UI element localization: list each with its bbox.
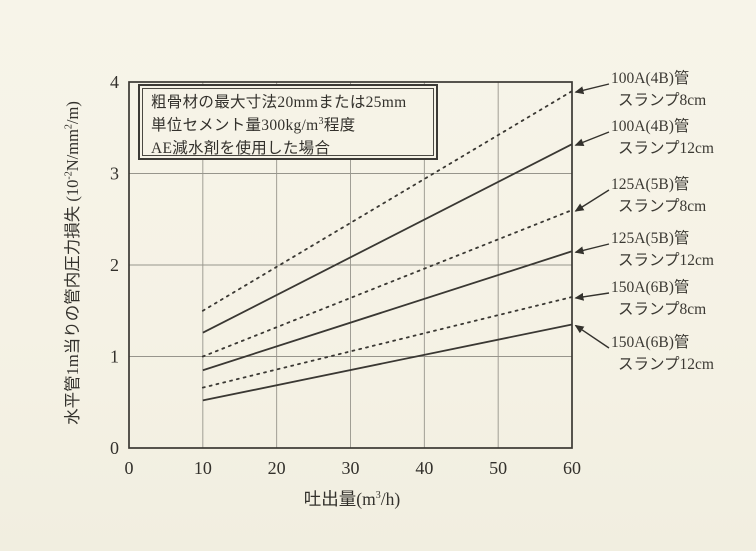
series-label-1: 100A(4B)管スランプ8cm [611,68,753,112]
condition-annotation-text: 粗骨材の最大寸法20mmまたは25mm 単位セメント量300kg/m3程度 AE減水… [142,88,434,157]
text-run: 程度 [323,117,356,134]
series-label-slump: スランプ12cm [618,140,714,157]
y-tick-label: 0 [110,438,119,458]
superscript-text: 3 [318,115,324,127]
x-tick-label: 0 [125,458,134,478]
text-run: 粗骨材の最大寸法20mmまたは25mm [151,94,407,111]
text-run: 吐出量(m [303,489,376,509]
text-run: /m) [63,101,82,125]
x-tick-label: 50 [489,458,507,478]
leader-arrow-3 [574,189,610,212]
leader-arrow-4 [574,243,610,255]
series-label-3: 125A(5B)管スランプ8cm [611,174,753,218]
annotation-line: 粗骨材の最大寸法20mmまたは25mm [151,91,425,114]
series-line-4 [202,250,573,372]
y-tick-label: 4 [110,72,119,92]
series-label-pipe-size: 125A(5B)管 [611,230,690,247]
series-label-slump: スランプ8cm [618,301,707,318]
series-label-4: 125A(5B)管スランプ12cm [611,228,753,272]
x-tick-label: 40 [415,458,433,478]
y-tick-label: 3 [110,164,119,184]
plot-frame [128,81,573,449]
text-run: AE減水剤を使用した場合 [151,140,331,157]
series-label-slump: スランプ12cm [618,252,714,269]
condition-annotation-box: 粗骨材の最大寸法20mmまたは25mm 単位セメント量300kg/m3程度 AE減水… [138,84,438,160]
series-label-6: 150A(6B)管スランプ12cm [611,332,753,376]
superscript-text: -2 [63,171,75,180]
x-tick-label: 10 [194,458,212,478]
series-line-5 [201,296,573,389]
series-label-5: 150A(6B)管スランプ8cm [611,277,753,321]
series-label-pipe-size: 125A(5B)管 [611,176,690,193]
y-axis-title: 水平管1m当りの管内圧力損失 (10-2N/mm2/m) [59,43,87,483]
x-axis-title: 吐出量(m3/h) [252,486,452,511]
series-label-slump: スランプ12cm [618,356,714,373]
series-line-1 [201,90,573,312]
y-tick-label: 2 [110,255,119,275]
annotation-line: 単位セメント量300kg/m3程度 [151,114,425,137]
series-label-slump: スランプ8cm [618,198,707,215]
leader-arrow-5 [574,292,610,301]
text-run: /h) [380,489,401,509]
annotation-line: AE減水剤を使用した場合 [151,137,425,160]
superscript-text: 3 [375,490,381,502]
x-tick-label: 30 [342,458,360,478]
series-line-3 [201,209,573,358]
series-label-pipe-size: 100A(4B)管 [611,118,690,135]
x-tick-label: 60 [563,458,581,478]
text-run: 水平管1m当りの管内圧力損失 (10 [63,179,82,425]
y-tick-label: 1 [110,347,119,367]
series-line-6 [202,323,573,402]
superscript-text: 2 [63,124,75,130]
series-label-pipe-size: 150A(6B)管 [611,334,690,351]
x-tick-label: 20 [268,458,286,478]
series-line-2 [202,143,573,334]
leader-arrow-1 [574,83,610,95]
text-run: 単位セメント量300kg/m [151,117,319,134]
series-label-pipe-size: 100A(4B)管 [611,70,690,87]
series-label-slump: スランプ8cm [618,92,707,109]
series-label-2: 100A(4B)管スランプ12cm [611,116,753,160]
leader-arrow-6 [574,324,610,349]
series-label-pipe-size: 150A(6B)管 [611,279,690,296]
text-run: N/mm [63,129,82,172]
leader-arrow-2 [574,131,610,147]
